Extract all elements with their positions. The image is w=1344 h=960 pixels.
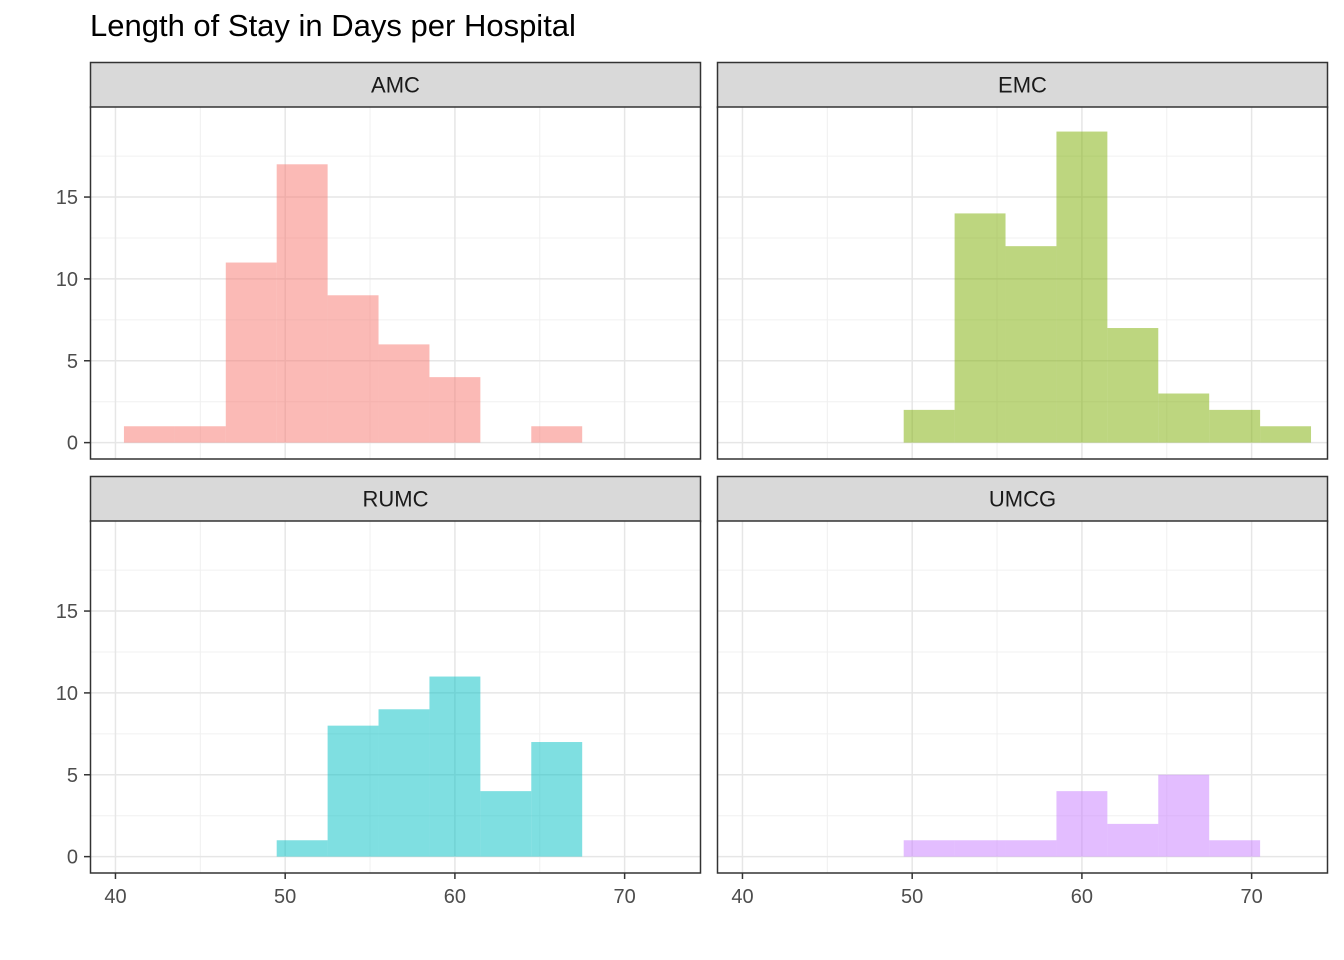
histogram-bar: [429, 377, 481, 443]
histogram-bar: [327, 295, 379, 443]
histogram-bar: [531, 426, 583, 443]
histogram-bar: [276, 164, 328, 443]
y-tick-label: 15: [56, 601, 78, 623]
histogram-bar: [903, 409, 955, 443]
panel-border: [89, 520, 702, 874]
histogram-bar: [480, 791, 532, 857]
histogram-bar: [327, 725, 379, 857]
x-tick-label: 70: [614, 886, 636, 908]
facet-strip: [89, 475, 702, 523]
histogram-bar: [429, 676, 481, 857]
x-tick-label: 60: [1071, 886, 1093, 908]
facet-strip: [716, 61, 1329, 109]
chart-title: Length of Stay in Days per Hospital: [90, 8, 576, 43]
facet-emc: EMC: [716, 61, 1329, 460]
histogram-bar: [378, 344, 430, 443]
histogram-bar: [123, 426, 175, 443]
histogram-bar: [1005, 840, 1057, 857]
histogram-bar: [1056, 131, 1108, 443]
facet-strip-label: AMC: [371, 73, 420, 98]
histogram-bar: [1158, 393, 1210, 443]
x-tick-label: 40: [104, 886, 126, 908]
y-tick-label: 5: [67, 351, 78, 373]
y-tick-label: 10: [56, 683, 78, 705]
facet-rumc: RUMC 0 5 10 15 40 50 60 70: [56, 475, 702, 908]
histogram-bar: [1056, 791, 1108, 857]
facet-strip-label: EMC: [998, 73, 1047, 98]
facet-strip: [716, 475, 1329, 523]
histogram-bar: [1209, 409, 1261, 443]
histogram-bar: [1107, 328, 1159, 443]
histogram-bar: [1005, 246, 1057, 443]
x-tick-label: 40: [731, 886, 753, 908]
histogram-bar: [1158, 774, 1210, 857]
panel-background: [717, 521, 1328, 873]
x-tick-label: 70: [1241, 886, 1263, 908]
histogram-bar: [378, 709, 430, 857]
histogram-bar: [225, 262, 277, 443]
facet-strip-label: UMCG: [989, 487, 1056, 512]
panels-layer: AMC 0 5 10 15 EMC RUMC 0 5 10 15 40 50 60 70 UMCG 40 50 60…: [56, 61, 1329, 908]
facet-strip: [89, 61, 702, 109]
y-tick-label: 15: [56, 187, 78, 209]
facet-umcg: UMCG 40 50 60 70: [716, 475, 1329, 908]
x-tick-label: 50: [274, 886, 296, 908]
x-tick-label: 60: [444, 886, 466, 908]
facet-amc: AMC 0 5 10 15: [56, 61, 702, 460]
histogram-bar: [903, 840, 955, 857]
facet-strip-label: RUMC: [363, 487, 429, 512]
histogram-bar: [1209, 840, 1261, 857]
x-tick-label: 50: [901, 886, 923, 908]
panel-border: [716, 520, 1329, 874]
histogram-bar: [954, 213, 1006, 443]
histogram-bar: [174, 426, 226, 443]
histogram-bar: [954, 840, 1006, 857]
panel-border: [89, 106, 702, 460]
histogram-bar: [531, 742, 583, 857]
histogram-bar: [1260, 426, 1312, 443]
y-tick-label: 5: [67, 765, 78, 787]
panel-border: [716, 106, 1329, 460]
y-tick-label: 10: [56, 269, 78, 291]
histogram-bar: [1107, 823, 1159, 857]
y-tick-label: 0: [67, 847, 78, 869]
histogram-bar: [276, 840, 328, 857]
y-tick-label: 0: [67, 433, 78, 455]
